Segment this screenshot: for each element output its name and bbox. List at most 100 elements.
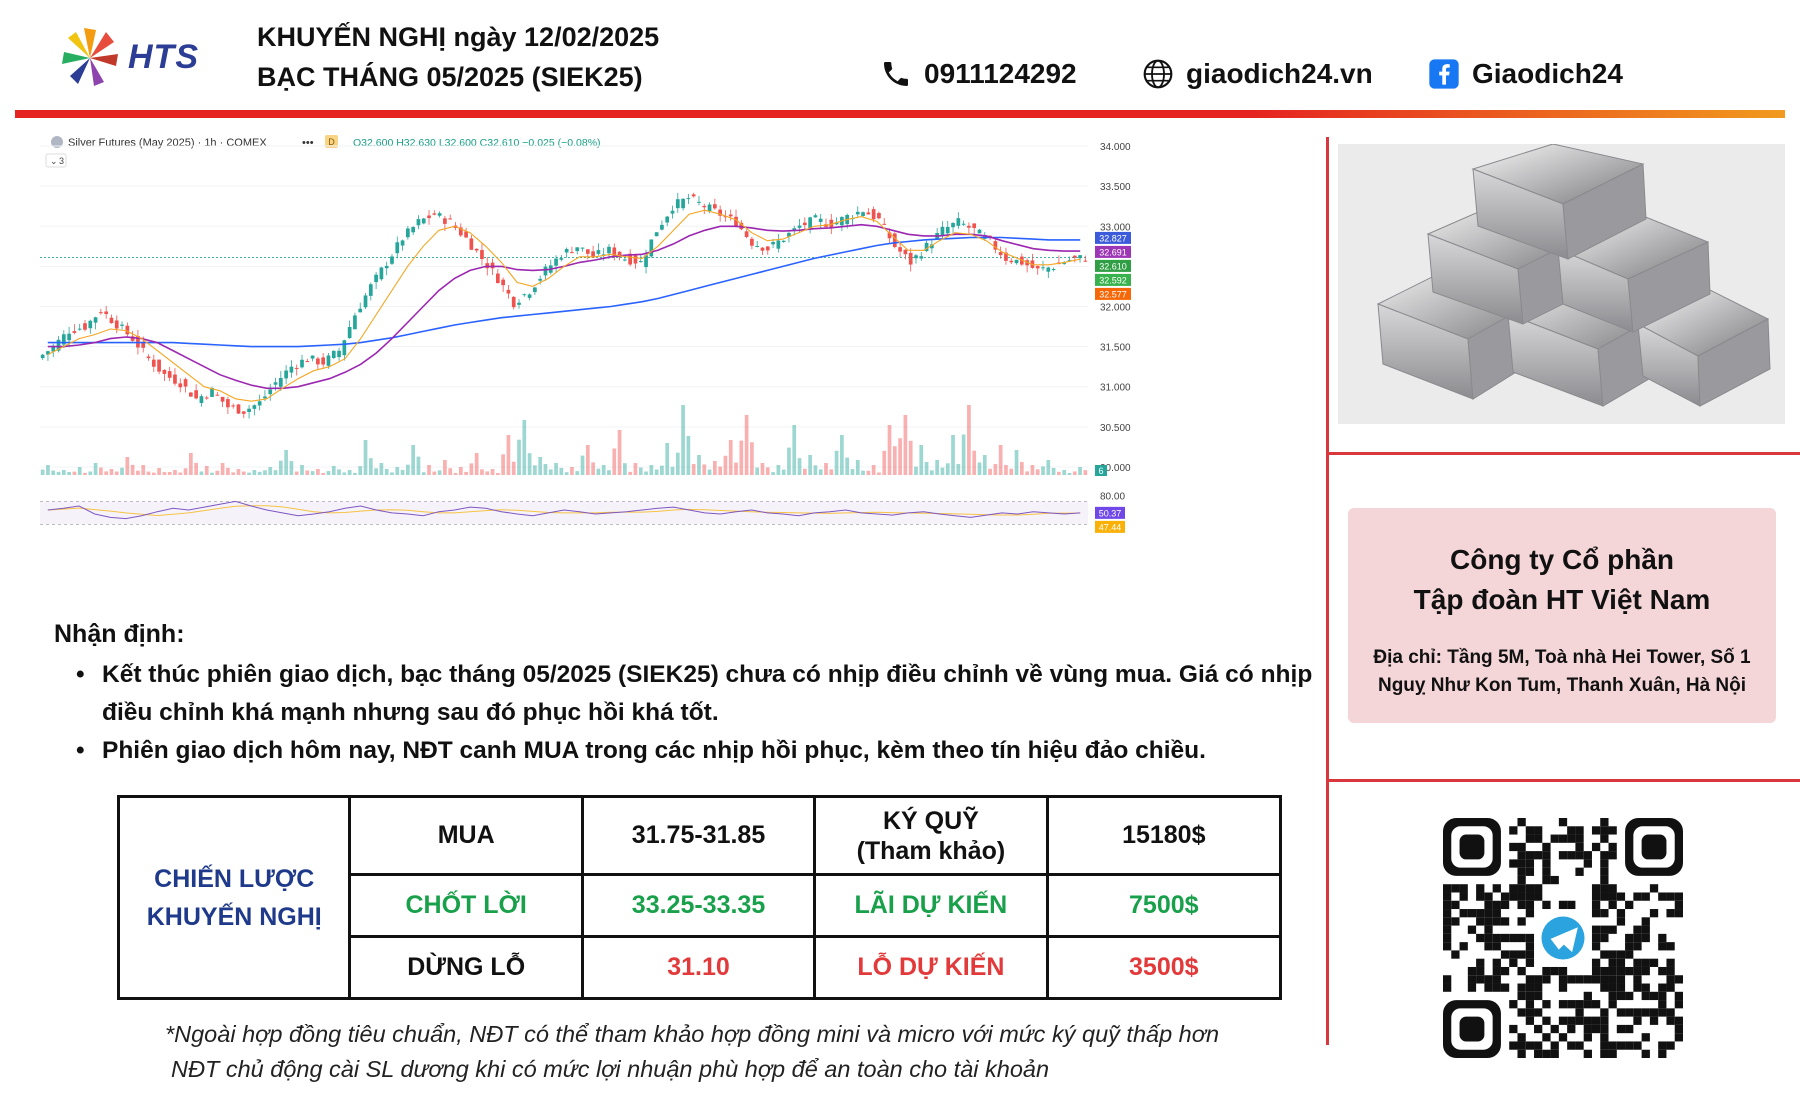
candle-body: [596, 250, 601, 254]
candle-body: [141, 341, 146, 348]
qr-cell: [1476, 958, 1485, 967]
volume-bar: [157, 468, 161, 475]
candle-body: [268, 389, 273, 395]
qr-cell: [1534, 826, 1543, 835]
candle-body: [660, 224, 664, 230]
qr-cell: [1517, 884, 1526, 893]
qr-cell: [1591, 958, 1601, 967]
volume-bar: [728, 440, 733, 475]
candle-body: [51, 345, 56, 352]
ma-fast-line: [47, 209, 1081, 402]
qr-cell: [1575, 1000, 1584, 1009]
volume-bar: [914, 466, 918, 475]
qr-cell: [1600, 867, 1609, 876]
qr-cell: [1674, 1024, 1683, 1034]
chart-menu-dots-icon[interactable]: •••: [302, 137, 314, 149]
analysis-title: Nhận định:: [54, 620, 185, 648]
volume-bar: [337, 469, 341, 475]
volume-bar: [1014, 450, 1019, 475]
qr-cell: [1500, 900, 1510, 910]
qr-cell: [1633, 925, 1642, 934]
volume-bar: [289, 461, 294, 475]
qr-cell: [1649, 1008, 1659, 1017]
qr-cell: [1467, 983, 1477, 992]
candle-body: [527, 294, 532, 298]
candle-body: [554, 258, 558, 266]
rsi-badge-text: 50.37: [1099, 508, 1122, 518]
qr-cell: [1550, 834, 1559, 843]
buy-value: 31.75-31.85: [580, 795, 817, 876]
website-text: giaodich24.vn: [1186, 58, 1373, 89]
volume-bar: [120, 467, 124, 475]
volume-bar: [178, 472, 183, 475]
candle-body: [1009, 260, 1014, 263]
page-subtitle: BẠC THÁNG 05/2025 (SIEK25): [257, 62, 643, 92]
qr-cell: [1534, 983, 1543, 992]
candle-body: [533, 287, 537, 293]
qr-cell: [1534, 1008, 1543, 1017]
volume-bar: [734, 462, 738, 475]
volume-bar: [750, 442, 754, 475]
facebook-text: Giaodich24: [1472, 58, 1623, 89]
volume-bar: [765, 467, 770, 475]
qr-cell: [1591, 900, 1601, 910]
price-badge-text: 32.827: [1099, 233, 1127, 243]
company-name-line1: Công ty Cổ phần: [1450, 544, 1674, 575]
qr-cell: [1517, 933, 1526, 943]
volume-bar: [141, 465, 146, 475]
telegram-qr-icon[interactable]: [1443, 818, 1683, 1058]
qr-cell: [1517, 950, 1526, 959]
volume-bar: [1078, 467, 1082, 475]
candle-body: [1046, 267, 1051, 272]
website-link[interactable]: giaodich24.vn: [1142, 58, 1373, 90]
candle-body: [834, 222, 839, 225]
volume-bar: [930, 470, 934, 475]
qr-cell: [1591, 942, 1601, 951]
candle-body: [358, 308, 363, 313]
candle-body: [56, 339, 61, 351]
candle-body: [951, 222, 955, 228]
qr-cell: [1558, 1033, 1568, 1042]
candle-body: [252, 405, 257, 409]
volume-bar: [517, 439, 521, 475]
qr-cell: [1583, 1000, 1592, 1009]
qr-cell: [1641, 1008, 1650, 1017]
volume-bar: [443, 460, 447, 475]
candle-body: [363, 295, 368, 308]
qr-cell: [1509, 826, 1518, 835]
candle-body: [681, 198, 685, 209]
volume-bar: [226, 467, 230, 475]
qr-cell: [1633, 933, 1642, 943]
indicator-toggle[interactable]: [45, 153, 67, 168]
candle-body: [808, 217, 812, 229]
qr-cell: [1608, 958, 1617, 967]
qr-cell: [1542, 1033, 1551, 1042]
phone-contact[interactable]: 0911124292: [880, 58, 1077, 90]
volume-bar: [220, 463, 225, 475]
candle-body: [580, 247, 585, 249]
candle-body: [702, 205, 707, 208]
candle-body: [469, 238, 474, 250]
qr-cell: [1649, 1016, 1659, 1025]
qr-cell: [1509, 892, 1518, 901]
expected-loss-label: LỖ DỰ KIẾN: [813, 935, 1049, 1000]
facebook-link[interactable]: Giaodich24: [1428, 58, 1623, 90]
expected-profit-label: LÃI DỰ KIẾN: [813, 873, 1049, 938]
qr-cell: [1542, 859, 1551, 868]
qr-cell: [1616, 1008, 1626, 1017]
candle-body: [818, 218, 823, 222]
phone-number: 0911124292: [924, 58, 1077, 89]
volume-bar: [660, 465, 664, 475]
qr-cell: [1608, 975, 1617, 984]
strategy-label: CHIẾN LƯỢC KHUYẾN NGHỊ: [116, 795, 352, 1000]
volume-bar: [739, 440, 744, 475]
qr-cell: [1666, 1008, 1675, 1017]
strategy-label-line2: KHUYẾN NGHỊ: [146, 902, 322, 931]
volume-bar: [194, 462, 198, 475]
qr-cell: [1616, 950, 1626, 959]
indicator-chevron-icon: ⌄: [50, 156, 58, 166]
qr-cell: [1525, 892, 1535, 901]
candle-body: [490, 262, 495, 269]
qr-cell: [1500, 950, 1510, 959]
qr-cell: [1525, 950, 1535, 959]
